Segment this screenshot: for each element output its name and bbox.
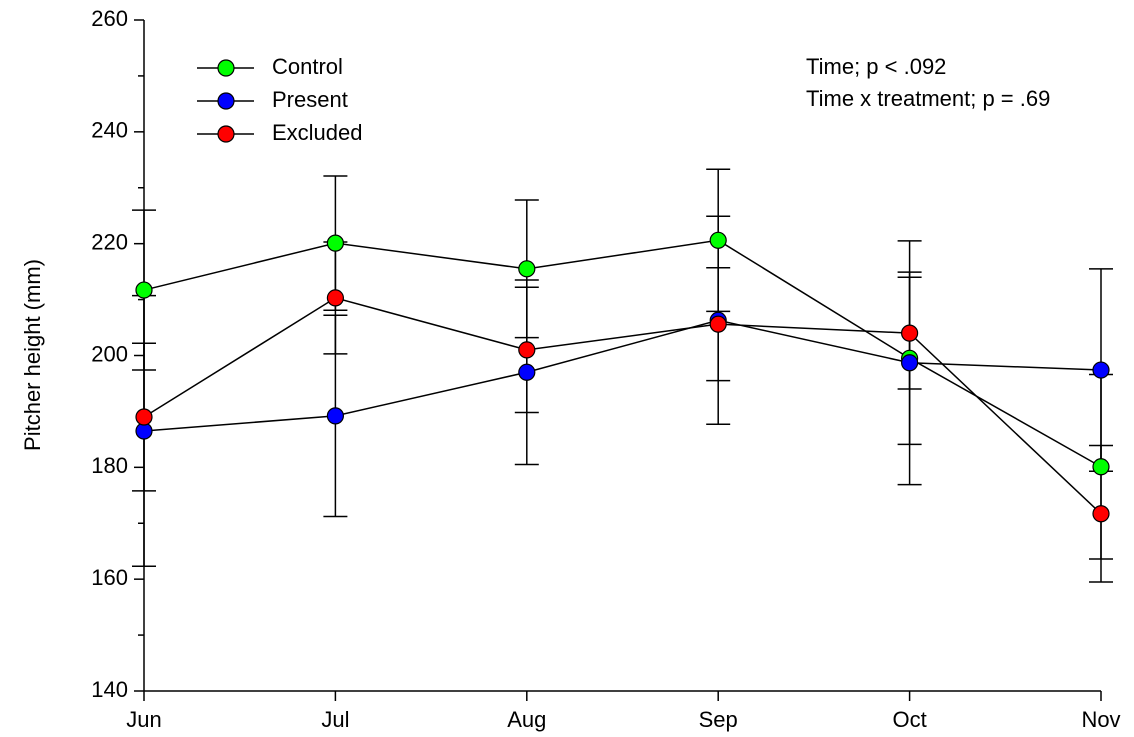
marker xyxy=(900,324,919,342)
marker xyxy=(326,407,344,425)
marker xyxy=(135,281,153,299)
x-tick-label: Nov xyxy=(1081,707,1120,732)
marker xyxy=(326,289,344,307)
marker xyxy=(709,315,727,333)
legend-label: Present xyxy=(272,87,348,112)
legend-marker xyxy=(217,92,235,110)
marker xyxy=(900,354,919,372)
y-tick-label: 160 xyxy=(91,565,128,590)
y-tick-label: 180 xyxy=(91,453,128,478)
legend-marker xyxy=(217,59,235,77)
marker xyxy=(518,341,536,359)
marker xyxy=(518,260,536,278)
y-tick-label: 200 xyxy=(91,341,128,366)
annotation: Time x treatment; p = .69 xyxy=(806,86,1050,111)
legend-marker xyxy=(217,125,235,143)
y-axis-label: Pitcher height (mm) xyxy=(20,259,45,451)
x-tick-label: Jun xyxy=(126,707,161,732)
legend-label: Excluded xyxy=(272,120,363,145)
marker xyxy=(1092,505,1110,523)
y-tick-label: 140 xyxy=(91,677,128,702)
x-tick-label: Oct xyxy=(892,707,926,732)
annotation: Time; p < .092 xyxy=(806,54,946,79)
marker xyxy=(326,234,344,252)
y-tick-label: 260 xyxy=(91,6,128,31)
x-tick-label: Jul xyxy=(321,707,349,732)
marker xyxy=(1092,361,1110,379)
marker xyxy=(518,363,536,381)
series-line xyxy=(143,297,1102,515)
series-line xyxy=(143,239,1102,468)
y-tick-label: 240 xyxy=(91,118,128,143)
x-tick-label: Sep xyxy=(699,707,738,732)
legend-label: Control xyxy=(272,54,343,79)
marker xyxy=(135,408,153,426)
marker xyxy=(709,231,727,249)
y-tick-label: 220 xyxy=(91,229,128,254)
marker xyxy=(1092,458,1110,476)
x-tick-label: Aug xyxy=(507,707,546,732)
